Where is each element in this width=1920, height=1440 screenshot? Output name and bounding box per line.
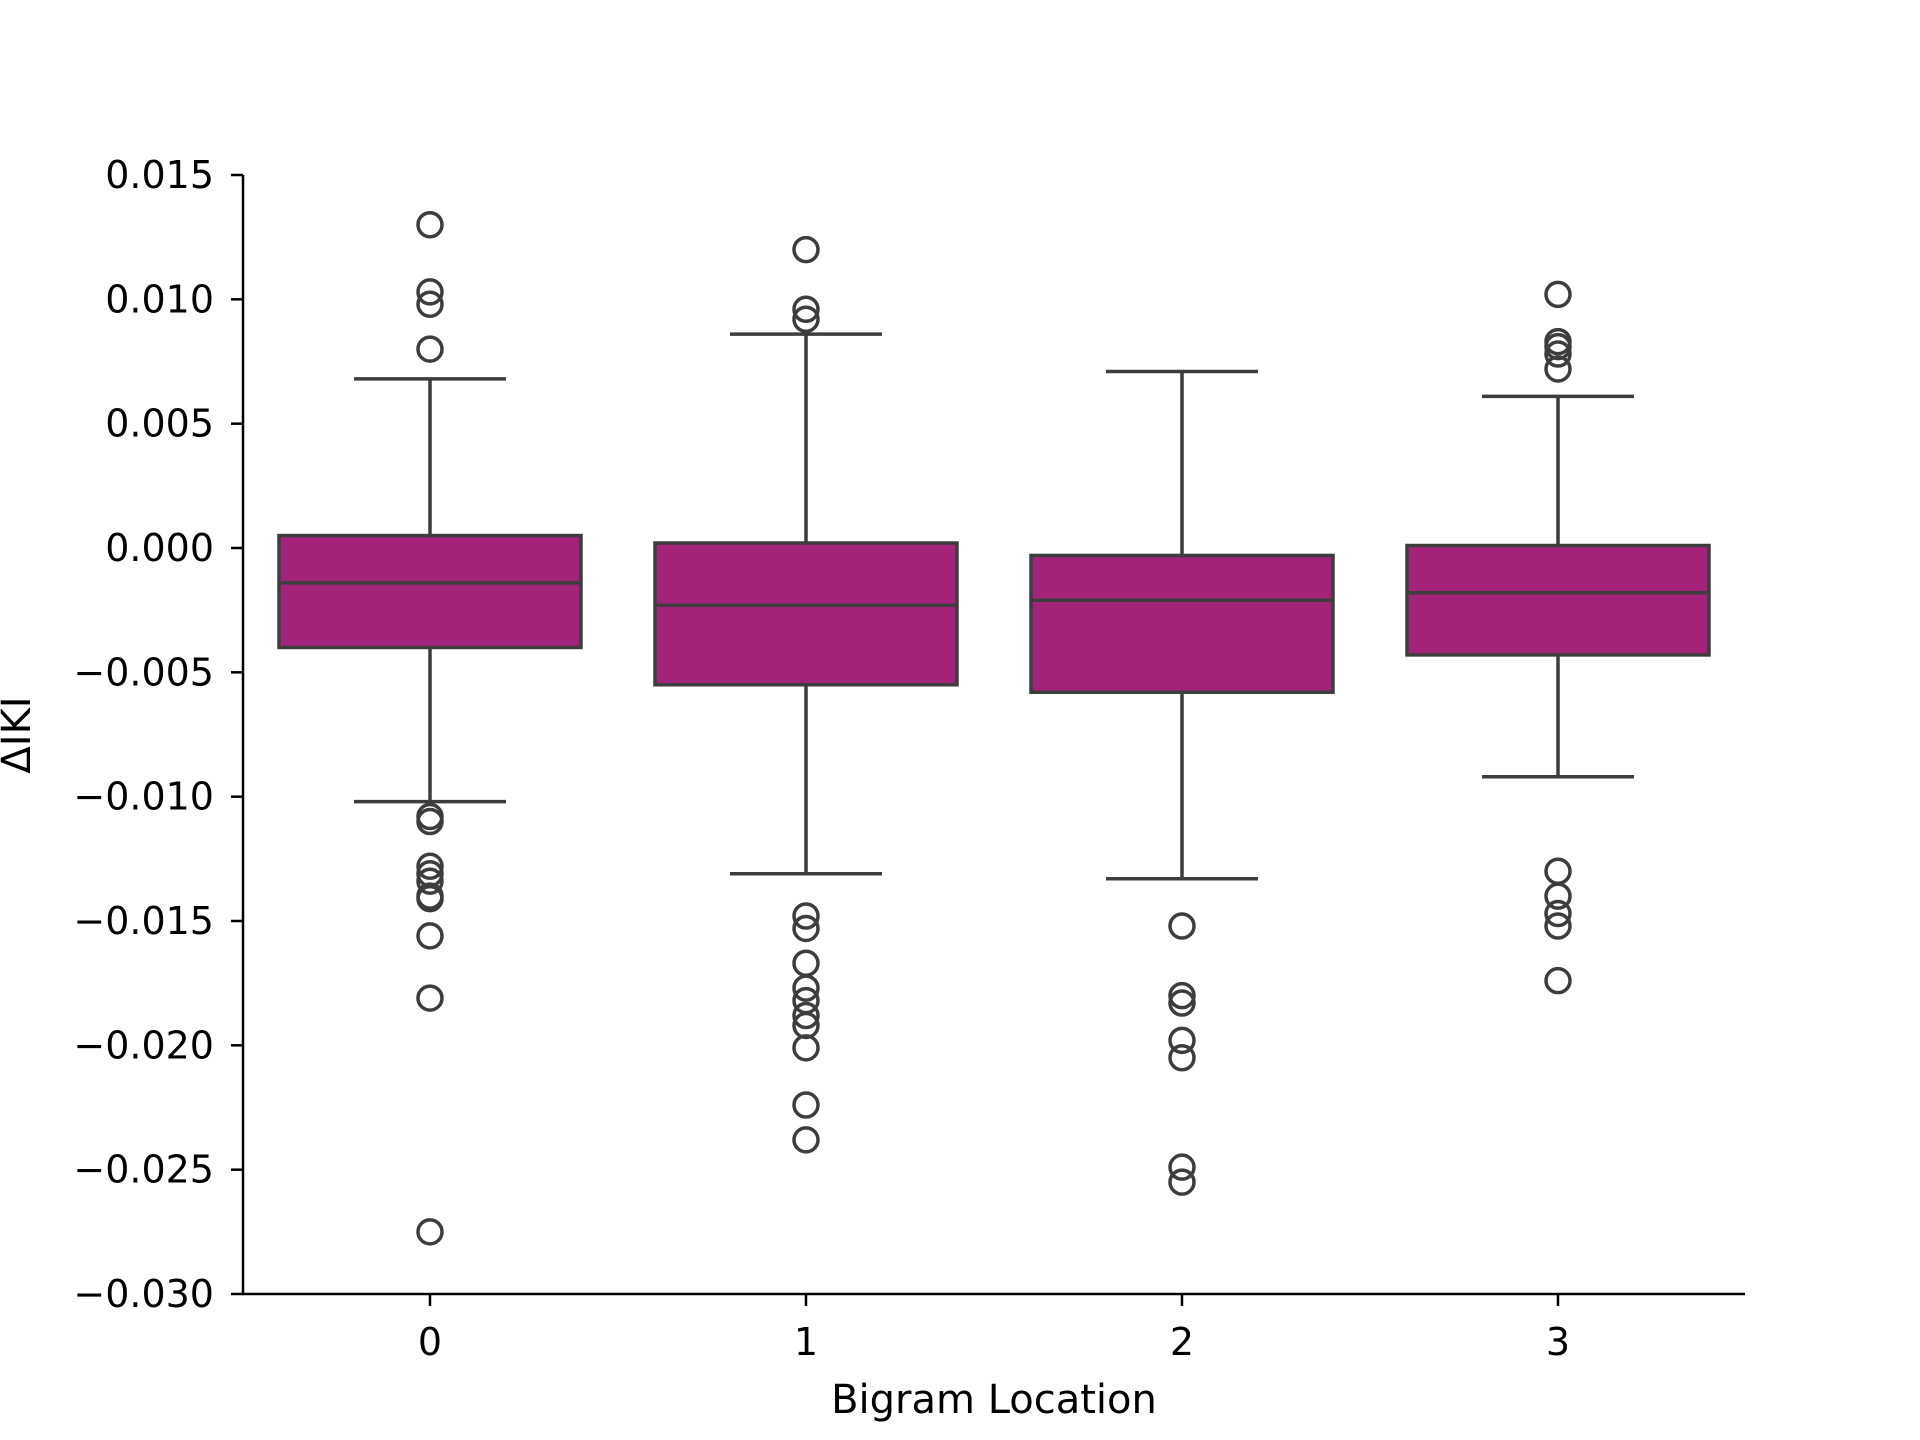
x-ticks: 0 1 2 3 [418,1294,1570,1364]
outlier-point [792,295,820,324]
outlier-point [1544,912,1572,940]
y-tick-label: −0.030 [73,1272,214,1316]
y-tick-label: −0.010 [73,775,214,819]
x-axis-title: Bigram Location [831,1377,1157,1423]
y-tick-label: 0.015 [105,153,214,197]
outlier-point [1168,1044,1196,1072]
outlier-point [792,1126,820,1154]
outlier-point [416,884,444,913]
iqr-box [277,533,583,650]
outlier-point [416,867,444,895]
y-tick-label: −0.020 [73,1023,214,1067]
outlier-point [416,1218,444,1246]
outlier-point [792,1091,820,1119]
iqr-box [1405,543,1711,657]
outlier-point [1168,912,1196,940]
outlier-point [416,922,444,950]
box-group-3 [1405,280,1711,995]
outlier-point [1168,1026,1196,1055]
outlier-point [1544,882,1572,910]
axes-layer [241,175,1745,1296]
outlier-point [792,1034,820,1062]
y-tick-label: 0.010 [105,277,214,321]
outlier-point [1168,1153,1196,1181]
outlier-point [416,335,444,363]
outlier-point [1544,899,1572,928]
boxes-layer [277,210,1711,1246]
outlier-point [792,902,820,930]
iqr-box [1029,553,1335,694]
outlier-point [416,984,444,1012]
outlier-point [792,974,820,1002]
outlier-point [1168,1168,1196,1196]
box-group-2 [1029,369,1335,1196]
outlier-point [416,290,444,319]
outlier-point [1544,280,1572,309]
y-tick-label: −0.005 [73,650,214,694]
outlier-point [416,278,444,306]
y-axis-title: ΔIKI [0,696,40,773]
y-tick-label: −0.015 [73,899,214,943]
outlier-point [792,305,820,333]
outlier-point [416,852,444,881]
outlier-point [1544,857,1572,886]
x-tick-label: 3 [1546,1320,1570,1364]
box-group-0 [277,210,583,1246]
iqr-box [653,541,959,687]
outlier-point [416,210,444,239]
x-tick-label: 1 [794,1320,818,1364]
outlier-point [1544,340,1572,368]
y-ticks: 0.015 0.010 0.005 0.000 −0.005 −0.010 −0.015 −0… [73,153,243,1316]
outlier-point [792,1001,820,1030]
outlier-point [1168,989,1196,1017]
outlier-point [1544,966,1572,995]
x-tick-label: 0 [418,1320,442,1364]
y-tick-label: −0.025 [73,1148,214,1192]
outlier-point [416,807,444,836]
outlier-point [792,235,820,264]
outlier-point [792,914,820,943]
y-tick-label: 0.005 [105,402,214,446]
x-tick-label: 2 [1170,1320,1194,1364]
outlier-point [1544,355,1572,383]
outlier-point [792,949,820,978]
outlier-point [1168,981,1196,1010]
box-group-1 [653,235,959,1154]
y-tick-label: 0.000 [105,526,214,570]
